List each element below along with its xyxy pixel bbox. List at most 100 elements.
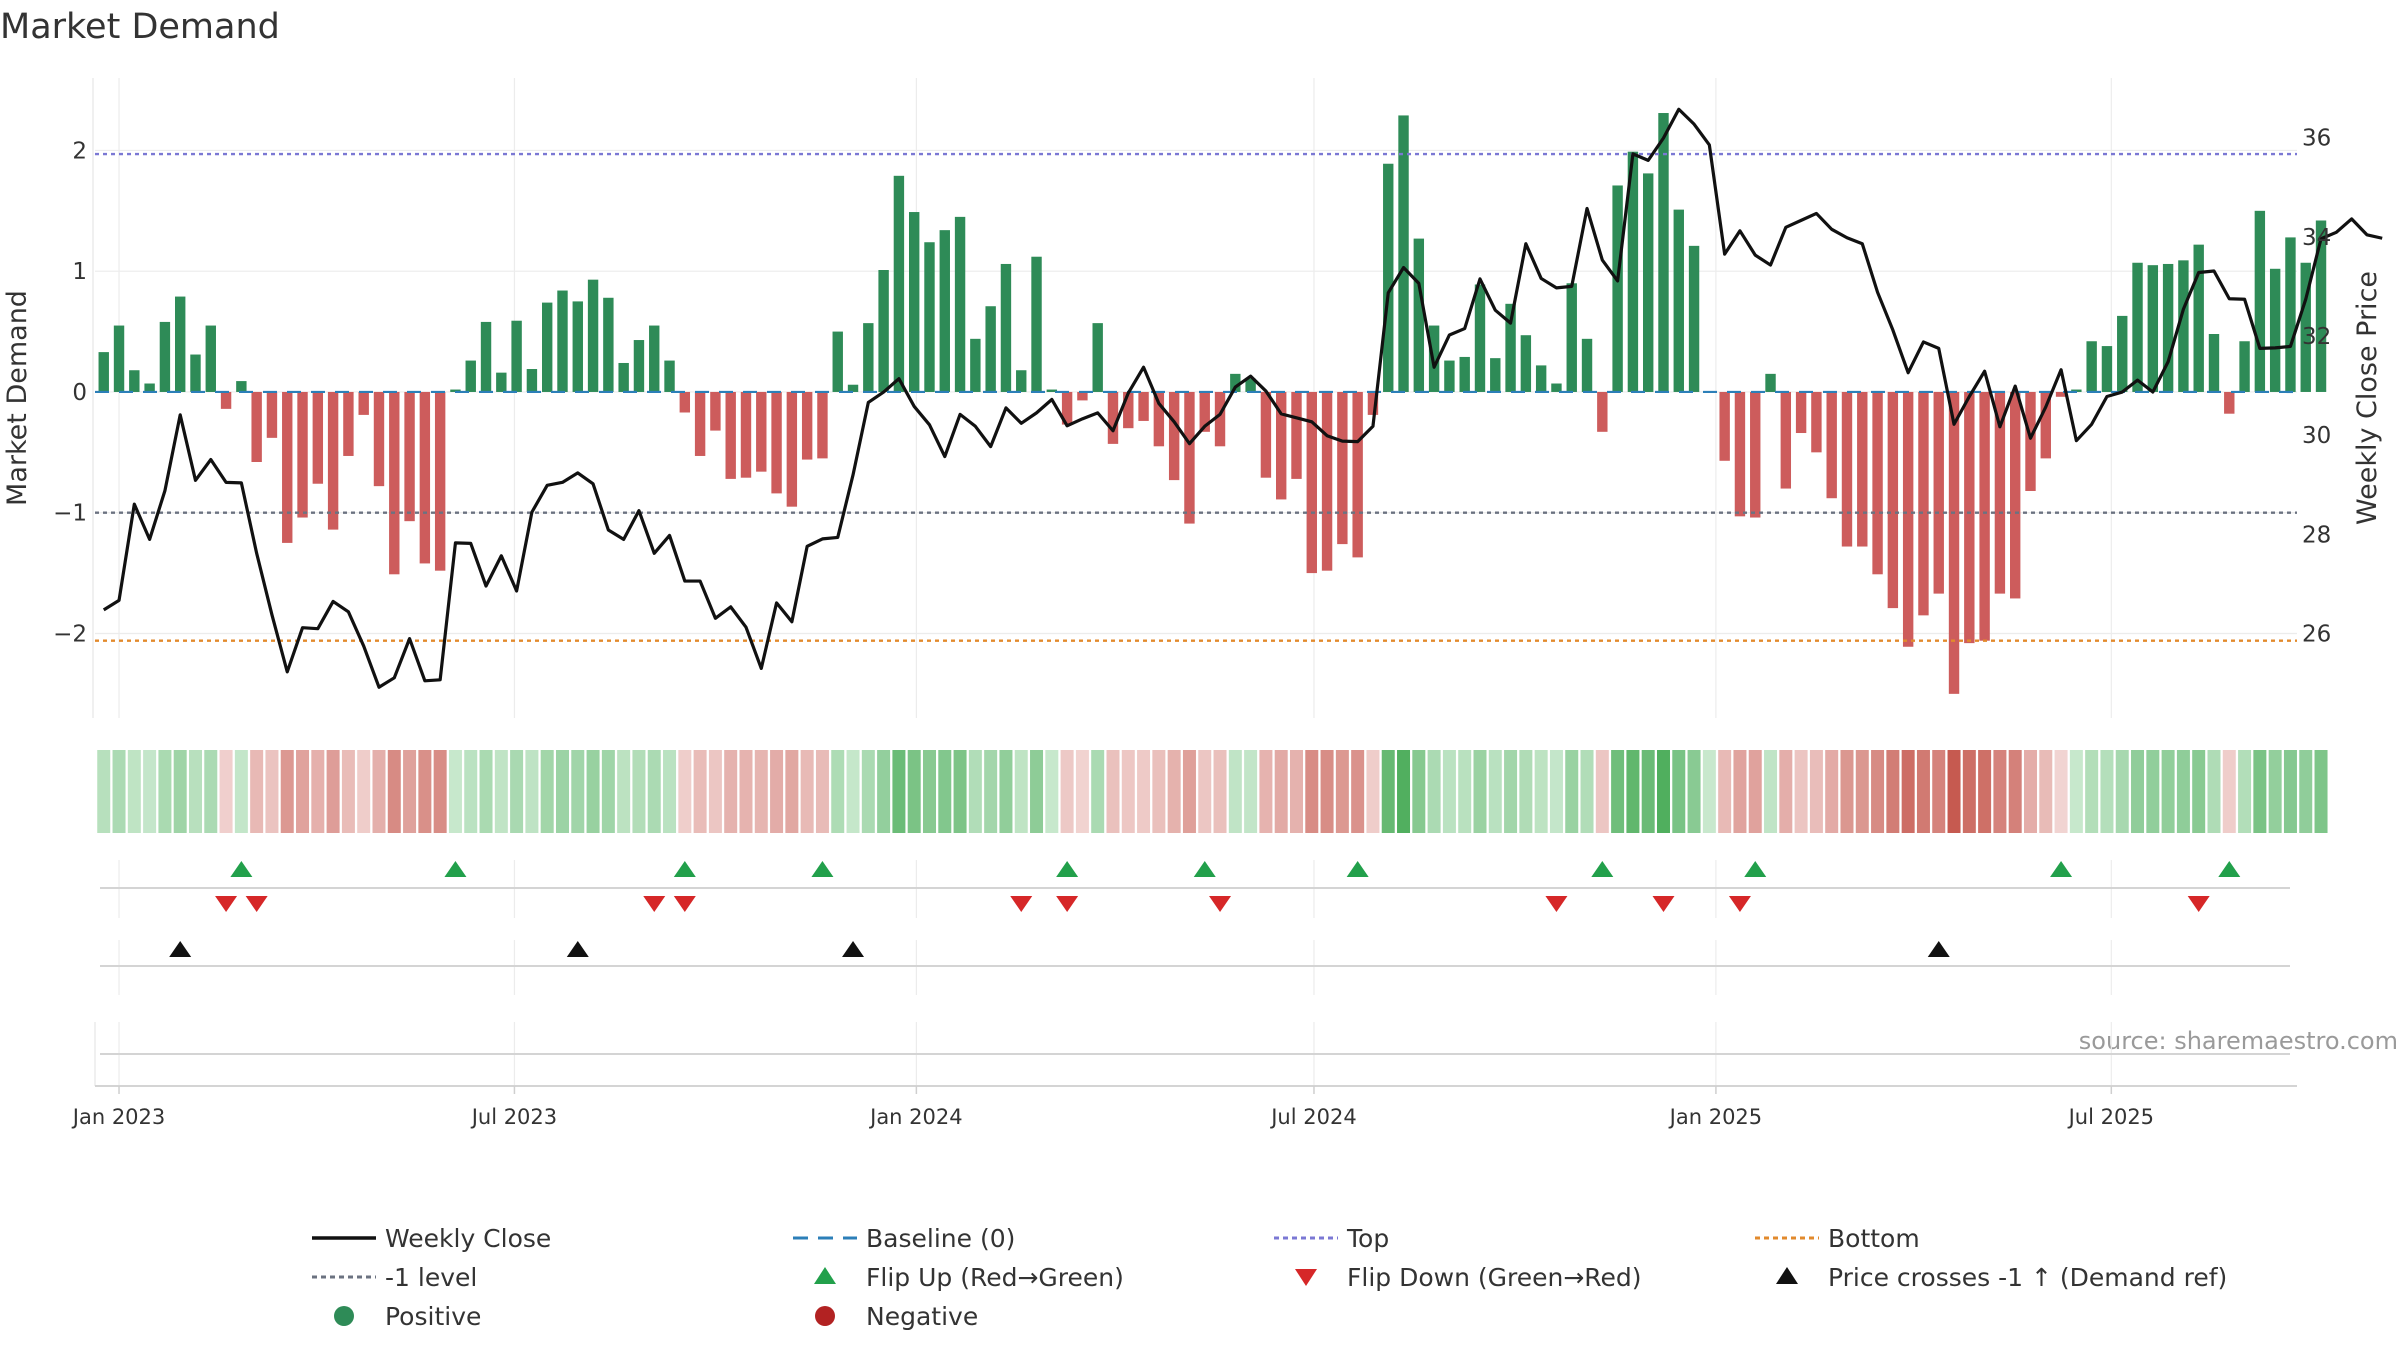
heat-cell — [2314, 750, 2328, 833]
heat-cell — [97, 750, 111, 833]
heat-cell — [1397, 750, 1411, 833]
heat-cell — [1075, 750, 1089, 833]
heat-cell — [1855, 750, 1869, 833]
legend-swatch — [815, 1306, 835, 1326]
x-tick-label: Jan 2023 — [71, 1105, 166, 1129]
heat-cell — [2161, 750, 2175, 833]
heat-cell — [586, 750, 600, 833]
demand-bar-positive — [1459, 356, 1470, 392]
demand-bar-positive — [1490, 358, 1501, 392]
heat-cell — [984, 750, 998, 833]
legend-swatch — [1776, 1267, 1798, 1284]
demand-bar-positive — [175, 296, 186, 392]
demand-bar-negative — [2040, 391, 2051, 459]
heat-cell — [1030, 750, 1044, 833]
heat-cell — [1549, 750, 1563, 833]
demand-bar-negative — [1811, 391, 1822, 453]
demand-bar-positive — [1474, 284, 1486, 392]
heat-cell — [1335, 750, 1349, 833]
y-tick-label: 0 — [72, 380, 87, 406]
heat-cell — [464, 750, 478, 833]
demand-bar-positive — [2239, 341, 2250, 392]
heat-cell — [127, 750, 141, 833]
heat-cell — [617, 750, 631, 833]
demand-bar-negative — [1994, 391, 2006, 594]
flip-up-marker — [230, 861, 253, 877]
demand-bar-positive — [465, 360, 476, 392]
heat-cell — [1320, 750, 1334, 833]
heat-cell — [1228, 750, 1242, 833]
heat-cell — [1259, 750, 1273, 833]
heat-cell — [2192, 750, 2206, 833]
flip-down-marker — [1652, 896, 1675, 912]
heat-cell — [1182, 750, 1196, 833]
heat-cell — [387, 750, 401, 833]
demand-bar-positive — [129, 370, 140, 392]
demand-bar-negative — [1077, 391, 1088, 401]
heat-cell — [739, 750, 753, 833]
heat-cell — [280, 750, 294, 833]
x-tick-label: Jul 2025 — [2067, 1105, 2154, 1129]
heat-cell — [403, 750, 417, 833]
heat-cell — [265, 750, 279, 833]
heat-cell — [510, 750, 524, 833]
chart-title: Market Demand — [0, 7, 280, 47]
heat-cell — [357, 750, 371, 833]
demand-bar-positive — [1383, 163, 1394, 392]
heat-cell — [1473, 750, 1487, 833]
y2-tick-label: 30 — [2302, 423, 2331, 449]
demand-bar-negative — [343, 391, 354, 456]
legend-label: Weekly Close — [385, 1224, 551, 1253]
demand-bar-negative — [694, 391, 706, 456]
heat-cell — [1764, 750, 1778, 833]
heat-cell — [1412, 750, 1426, 833]
heat-cell — [448, 750, 462, 833]
demand-bar-negative — [1857, 391, 1868, 547]
heat-cell — [2253, 750, 2267, 833]
demand-bar-positive — [2162, 263, 2174, 392]
demand-bar-negative — [1795, 391, 1807, 434]
flip-up-marker — [2218, 861, 2241, 877]
heat-cell — [219, 750, 233, 833]
demand-bar-negative — [1184, 391, 1195, 524]
demand-bar-positive — [893, 175, 905, 392]
legend-item: Weekly Close — [312, 1224, 551, 1253]
demand-bar-positive — [1505, 303, 1516, 392]
demand-bar-negative — [389, 391, 400, 575]
flip-up-marker — [673, 861, 696, 877]
heat-cell — [2283, 750, 2297, 833]
heat-cell — [311, 750, 325, 833]
price-cross-marker — [566, 941, 589, 957]
flip-down-marker — [1010, 896, 1033, 912]
legend-swatch — [814, 1267, 836, 1284]
demand-bar-positive — [572, 301, 583, 392]
demand-bar-positive — [1000, 263, 1012, 392]
legend-item: Flip Up (Red→Green) — [814, 1263, 1124, 1292]
flip-up-marker — [2050, 861, 2073, 877]
heat-cell — [785, 750, 799, 833]
demand-bar-positive — [2132, 262, 2143, 392]
demand-bar-positive — [2147, 265, 2159, 392]
heat-cell — [1167, 750, 1181, 833]
heat-cell — [2207, 750, 2221, 833]
demand-bar-negative — [2025, 391, 2036, 491]
demand-bar-negative — [266, 391, 278, 438]
demand-bar-positive — [2208, 334, 2220, 392]
flip-up-marker — [1056, 861, 1079, 877]
demand-bar-negative — [1979, 391, 1990, 641]
demand-bar-negative — [817, 391, 828, 459]
heat-cell — [1916, 750, 1930, 833]
weekly-close-line — [102, 107, 2383, 689]
demand-bar-negative — [710, 391, 721, 431]
demand-bar-negative — [801, 391, 813, 460]
legend: Weekly Close Baseline (0) Top Bottom -1 leve… — [312, 1224, 2227, 1331]
heat-cell — [1121, 750, 1135, 833]
demand-bar-positive — [1016, 370, 1027, 392]
y2-tick-label: 34 — [2302, 225, 2331, 251]
demand-bar-positive — [1612, 185, 1623, 392]
demand-bar-positive — [1535, 365, 1547, 392]
demand-bar-negative — [1337, 391, 1348, 545]
flip-up-marker — [1591, 861, 1614, 877]
heat-cell — [1901, 750, 1915, 833]
heat-cell — [2008, 750, 2022, 833]
